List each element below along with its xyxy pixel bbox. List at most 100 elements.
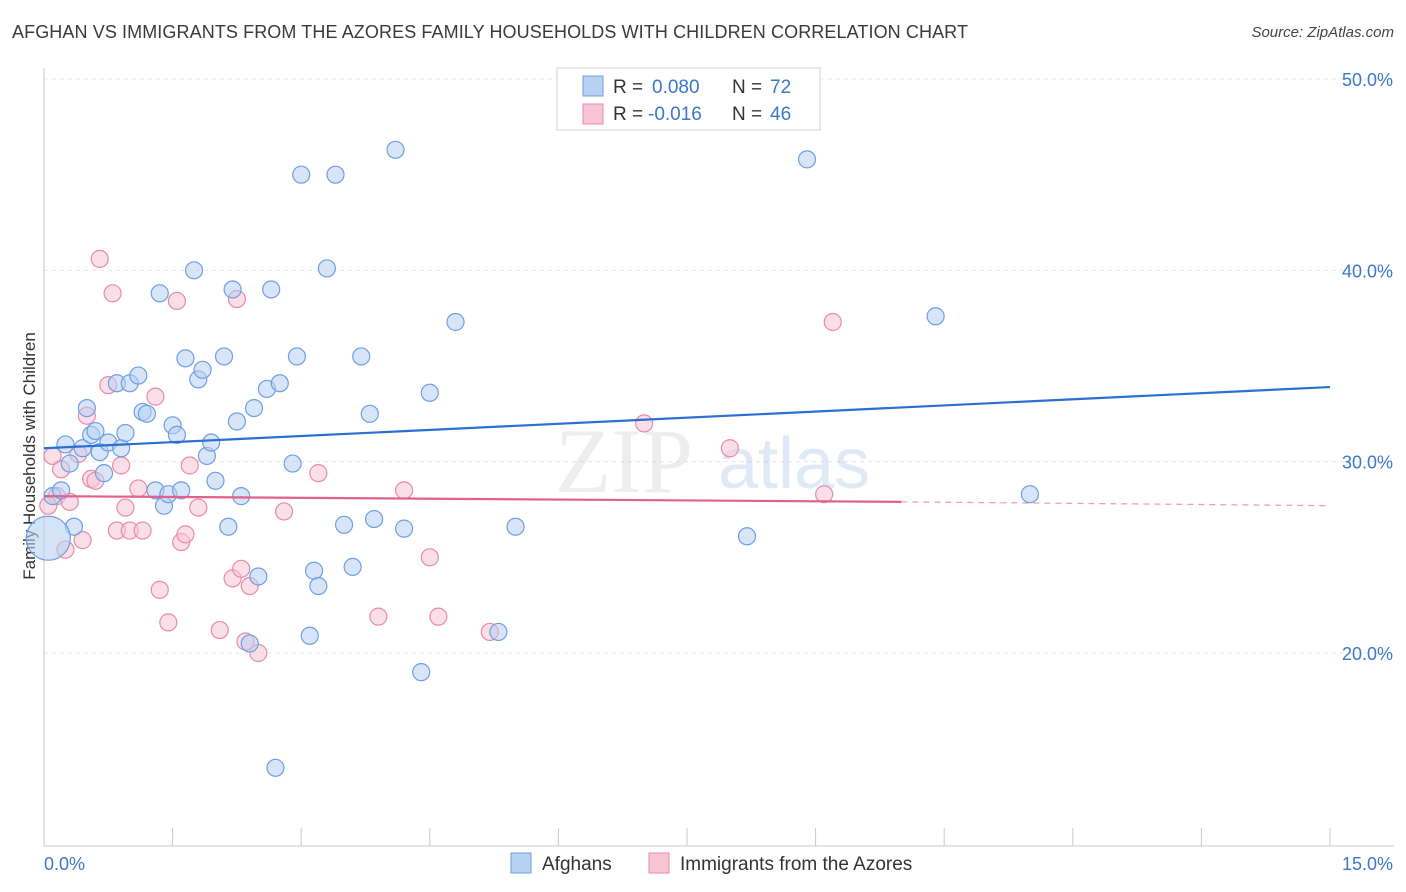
y-tick-labels: 20.0% 30.0% 40.0% 50.0%	[1342, 70, 1393, 664]
azores-point	[150, 580, 169, 599]
afghans-point	[489, 622, 508, 642]
azores-point	[159, 613, 178, 632]
afghans-point	[300, 626, 319, 645]
afghans-point	[737, 527, 757, 546]
afghans-point	[77, 398, 96, 418]
afghans-point	[446, 312, 465, 332]
afghans-point	[304, 561, 324, 580]
afghans-point	[227, 412, 246, 431]
azores-point	[167, 291, 186, 311]
afghans-point	[52, 481, 71, 500]
afghans-point	[309, 576, 328, 596]
afghans-point	[1020, 485, 1040, 504]
afghans-point	[797, 150, 817, 169]
afghans-point	[56, 435, 75, 454]
afghans-point	[266, 758, 285, 777]
azores-point	[103, 284, 122, 303]
afghans-point	[360, 404, 379, 423]
y-axis-label: Family Households with Children	[20, 332, 39, 580]
x-axis-ticks	[43, 828, 1331, 846]
afghans-point	[116, 423, 135, 443]
afghans-point	[412, 663, 431, 682]
afghans-point	[73, 439, 92, 458]
series-azores-points	[39, 249, 842, 663]
afghans-point	[214, 347, 234, 366]
afghans-point	[202, 433, 221, 452]
y-tick-label-40: 40.0%	[1342, 261, 1393, 281]
afghans-point	[326, 165, 345, 184]
afghans-point	[292, 165, 311, 184]
azores-point	[189, 498, 208, 517]
afghans-point	[137, 404, 156, 423]
afghans-point	[86, 421, 105, 441]
bottom-legend-label-azores: Immigrants from the Azores	[680, 854, 912, 875]
legend-r-label-2: R =	[613, 104, 643, 125]
afghans-point	[364, 509, 384, 529]
azores-point	[133, 521, 152, 540]
legend-n-value-1: 72	[770, 77, 791, 98]
bottom-legend-label-afghans: Afghans	[542, 854, 612, 875]
chart-source: Source: ZipAtlas.com	[1251, 24, 1394, 41]
afghans-point	[150, 284, 169, 303]
x-tick-label-min: 0.0%	[44, 854, 85, 874]
afghans-point	[244, 398, 264, 418]
bottom-legend-swatch-afghans	[510, 852, 532, 874]
legend-box: R = 0.080 N = 72 R = -0.016 N = 46	[556, 67, 821, 131]
series-afghans-points	[25, 140, 1040, 777]
azores-point	[823, 312, 842, 332]
azores-point	[274, 502, 294, 521]
azores-point	[176, 525, 195, 544]
afghans-large-point	[25, 515, 71, 561]
afghans-point	[240, 634, 259, 653]
azores-point	[635, 414, 654, 433]
afghans-point	[219, 517, 238, 536]
y-tick-label-20: 20.0%	[1342, 644, 1393, 664]
afghans-point	[262, 280, 281, 299]
afghans-point	[94, 464, 114, 483]
azores-trend-line	[43, 495, 902, 503]
azores-point	[116, 498, 135, 517]
afghans-point	[270, 374, 289, 393]
azores-point	[129, 479, 148, 498]
legend-n-label-1: N =	[732, 77, 762, 98]
afghans-point	[249, 567, 268, 586]
afghans-point	[176, 349, 195, 368]
legend-n-label-2: N =	[732, 104, 762, 125]
afghans-point	[172, 481, 191, 500]
afghans-point	[193, 360, 212, 379]
afghans-point	[926, 307, 945, 326]
azores-point	[90, 249, 109, 268]
afghans-point	[112, 439, 131, 458]
watermark: ZIP atlas	[555, 410, 870, 512]
legend-r-value-2: -0.016	[648, 104, 702, 125]
watermark-zip: ZIP	[555, 410, 693, 512]
chart-title: AFGHAN VS IMMIGRANTS FROM THE AZORES FAM…	[12, 22, 969, 42]
afghans-point	[223, 280, 242, 299]
afghans-point	[184, 261, 204, 280]
trend-lines	[43, 385, 1331, 507]
azores-point	[146, 387, 165, 406]
watermark-atlas: atlas	[718, 424, 870, 504]
afghans-point	[386, 140, 405, 159]
azores-point	[232, 559, 251, 578]
azores-point	[429, 607, 448, 626]
legend-swatch-afghans	[582, 75, 604, 97]
afghans-point	[232, 487, 251, 506]
legend-r-value-1: 0.080	[652, 77, 700, 98]
afghans-point	[394, 519, 414, 538]
azores-point	[112, 456, 131, 475]
azores-point	[73, 531, 92, 550]
azores-trend-extension	[901, 501, 1331, 507]
afghans-point	[129, 366, 148, 385]
afghans-point	[317, 259, 337, 278]
azores-point	[309, 464, 328, 483]
afghans-point	[420, 383, 439, 402]
y-tick-label-50: 50.0%	[1342, 70, 1393, 90]
legend-r-label-1: R =	[613, 77, 643, 98]
azores-point	[180, 456, 199, 475]
afghans-trend-line	[43, 385, 1331, 450]
azores-point	[369, 607, 388, 626]
azores-point	[420, 548, 439, 567]
azores-point	[394, 481, 414, 500]
